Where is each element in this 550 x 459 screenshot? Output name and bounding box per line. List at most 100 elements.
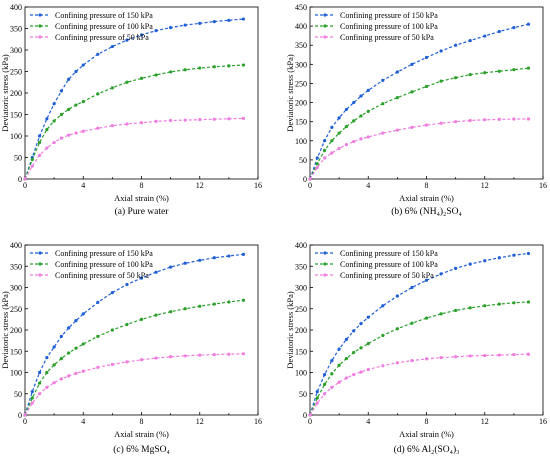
x-tick-label: 4 [366, 417, 370, 426]
data-point [81, 342, 85, 346]
legend-label: Confining pressure of 100 kPa [55, 260, 153, 269]
data-point [424, 123, 429, 127]
data-point [330, 151, 334, 155]
data-point [424, 55, 429, 60]
series-line [309, 23, 529, 180]
y-tick-label: 0 [18, 175, 22, 184]
data-point [154, 73, 158, 77]
series-line [309, 353, 529, 416]
data-point [381, 131, 385, 135]
data-point [198, 258, 202, 262]
x-tick-label: 12 [196, 417, 204, 426]
data-point [198, 304, 202, 308]
chart-panel-4: 0 4 8 12 16 0 50 100 150 200 250 300 350 400 Axial str… [285, 241, 547, 455]
data-point [241, 352, 246, 356]
data-point [381, 364, 385, 368]
data-point [308, 177, 312, 181]
data-point [468, 118, 472, 123]
data-point [315, 390, 319, 394]
data-point [381, 102, 385, 106]
data-point [359, 370, 363, 374]
data-point [330, 125, 334, 129]
data-point [212, 302, 216, 306]
data-point [227, 117, 231, 121]
data-point [139, 276, 144, 280]
data-point [344, 107, 349, 112]
data-point [512, 26, 516, 30]
data-point [52, 363, 56, 367]
data-point [424, 84, 429, 89]
y-tick-label: 200 [10, 89, 22, 98]
series-2 [23, 298, 246, 417]
series-line [309, 301, 529, 416]
data-point [74, 103, 78, 107]
y-tick-label: 350 [295, 262, 307, 271]
data-point [30, 396, 34, 400]
data-point [183, 23, 187, 27]
data-point [52, 119, 56, 123]
data-point [67, 133, 71, 137]
y-tick-label: 150 [295, 347, 307, 356]
data-point [125, 80, 129, 84]
y-tick-label: 100 [295, 369, 307, 378]
data-point [139, 76, 144, 80]
legend-label: Confining pressure of 100 kPa [55, 22, 153, 31]
panel-caption: (a) Pure water [115, 206, 170, 217]
data-point [322, 139, 327, 143]
data-point [169, 310, 173, 314]
data-point [410, 285, 414, 290]
data-point [37, 153, 42, 157]
x-tick-label: 4 [81, 181, 85, 190]
data-point [74, 346, 78, 350]
legend-marker [323, 13, 327, 17]
y-tick-label: 400 [295, 241, 307, 250]
data-point [483, 71, 487, 75]
data-point [227, 18, 231, 22]
data-point [359, 322, 363, 326]
data-point [45, 146, 49, 150]
series-line [309, 118, 529, 180]
data-point [366, 367, 370, 372]
data-point [110, 86, 114, 90]
data-point [468, 306, 472, 310]
data-point [424, 357, 429, 361]
x-tick-label: 12 [481, 181, 489, 190]
data-point [322, 156, 327, 160]
data-point [125, 122, 129, 126]
data-point [227, 64, 231, 68]
data-point [74, 131, 78, 135]
data-point [344, 143, 349, 147]
data-point [23, 413, 27, 417]
data-point [497, 29, 501, 34]
data-point [381, 78, 385, 82]
data-point [330, 139, 334, 143]
x-tick-label: 0 [308, 181, 312, 190]
x-axis-title: Axial strain (%) [399, 429, 454, 439]
legend-marker [323, 35, 327, 39]
data-point [241, 298, 246, 302]
data-point [30, 401, 34, 405]
data-point [439, 79, 443, 83]
y-tick-label: 350 [295, 41, 307, 50]
data-point [395, 327, 399, 331]
data-point [81, 100, 85, 104]
y-axis-title: Deviatoric stress (kPa) [285, 291, 295, 369]
data-point [366, 109, 370, 113]
data-point [352, 119, 356, 123]
y-tick-label: 400 [295, 22, 307, 31]
data-point [169, 26, 173, 30]
data-point [23, 177, 27, 181]
series-2 [308, 300, 531, 417]
data-point [344, 376, 349, 380]
data-point [395, 294, 399, 298]
data-point [154, 313, 158, 317]
series-3 [23, 116, 246, 181]
data-point [96, 92, 100, 96]
x-axis-title: Axial strain (%) [114, 429, 169, 439]
data-point [439, 312, 443, 316]
data-point [212, 20, 216, 24]
x-tick-label: 16 [539, 417, 547, 426]
x-tick-label: 16 [539, 181, 547, 190]
data-point [344, 337, 349, 341]
data-point [497, 353, 501, 357]
